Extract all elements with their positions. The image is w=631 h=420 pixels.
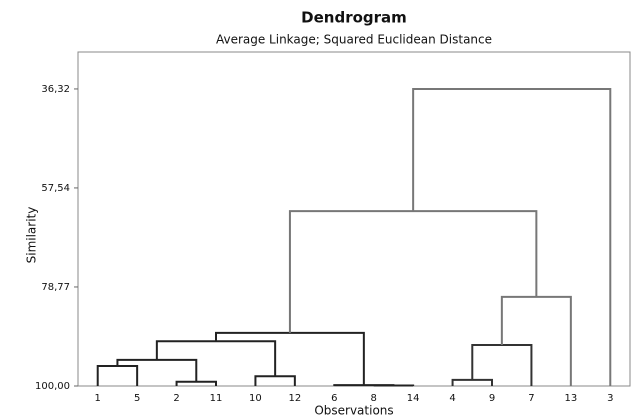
merge-link <box>116 358 198 382</box>
y-axis-label: Similarity <box>25 207 39 264</box>
merge-link <box>155 340 277 377</box>
merge-link <box>500 295 572 386</box>
x-tick-label: 11 <box>210 393 223 404</box>
merge-link <box>288 210 538 333</box>
merge-link <box>451 378 493 386</box>
chart-subtitle: Average Linkage; Squared Euclidean Dista… <box>216 33 492 47</box>
y-tick-label: 78,77 <box>41 282 70 293</box>
merge-link <box>175 380 217 386</box>
x-tick-label: 14 <box>407 393 420 404</box>
merge-link <box>412 87 612 386</box>
x-tick-label: 6 <box>331 393 337 404</box>
merge-link <box>96 364 139 386</box>
x-axis-label: Observations <box>314 404 393 418</box>
x-tick-label: 7 <box>528 393 534 404</box>
x-tick-label: 10 <box>249 393 262 404</box>
x-tick-label: 4 <box>449 393 455 404</box>
y-tick-label: 36,32 <box>41 84 70 95</box>
merge-link <box>471 343 533 386</box>
x-tick-label: 5 <box>134 393 140 404</box>
x-tick-label: 13 <box>564 393 577 404</box>
x-tick-label: 3 <box>607 393 613 404</box>
x-tick-label: 9 <box>489 393 495 404</box>
y-tick-label: 100,00 <box>35 381 70 392</box>
y-tick-label: 57,54 <box>41 183 70 194</box>
chart-title: Dendrogram <box>301 9 407 27</box>
x-tick-label: 2 <box>173 393 179 404</box>
plot-frame <box>77 51 631 387</box>
merge-link <box>333 384 395 387</box>
merge-link <box>254 375 296 386</box>
x-tick-label: 8 <box>371 393 377 404</box>
x-tick-label: 1 <box>95 393 101 404</box>
x-tick-label: 12 <box>288 393 301 404</box>
